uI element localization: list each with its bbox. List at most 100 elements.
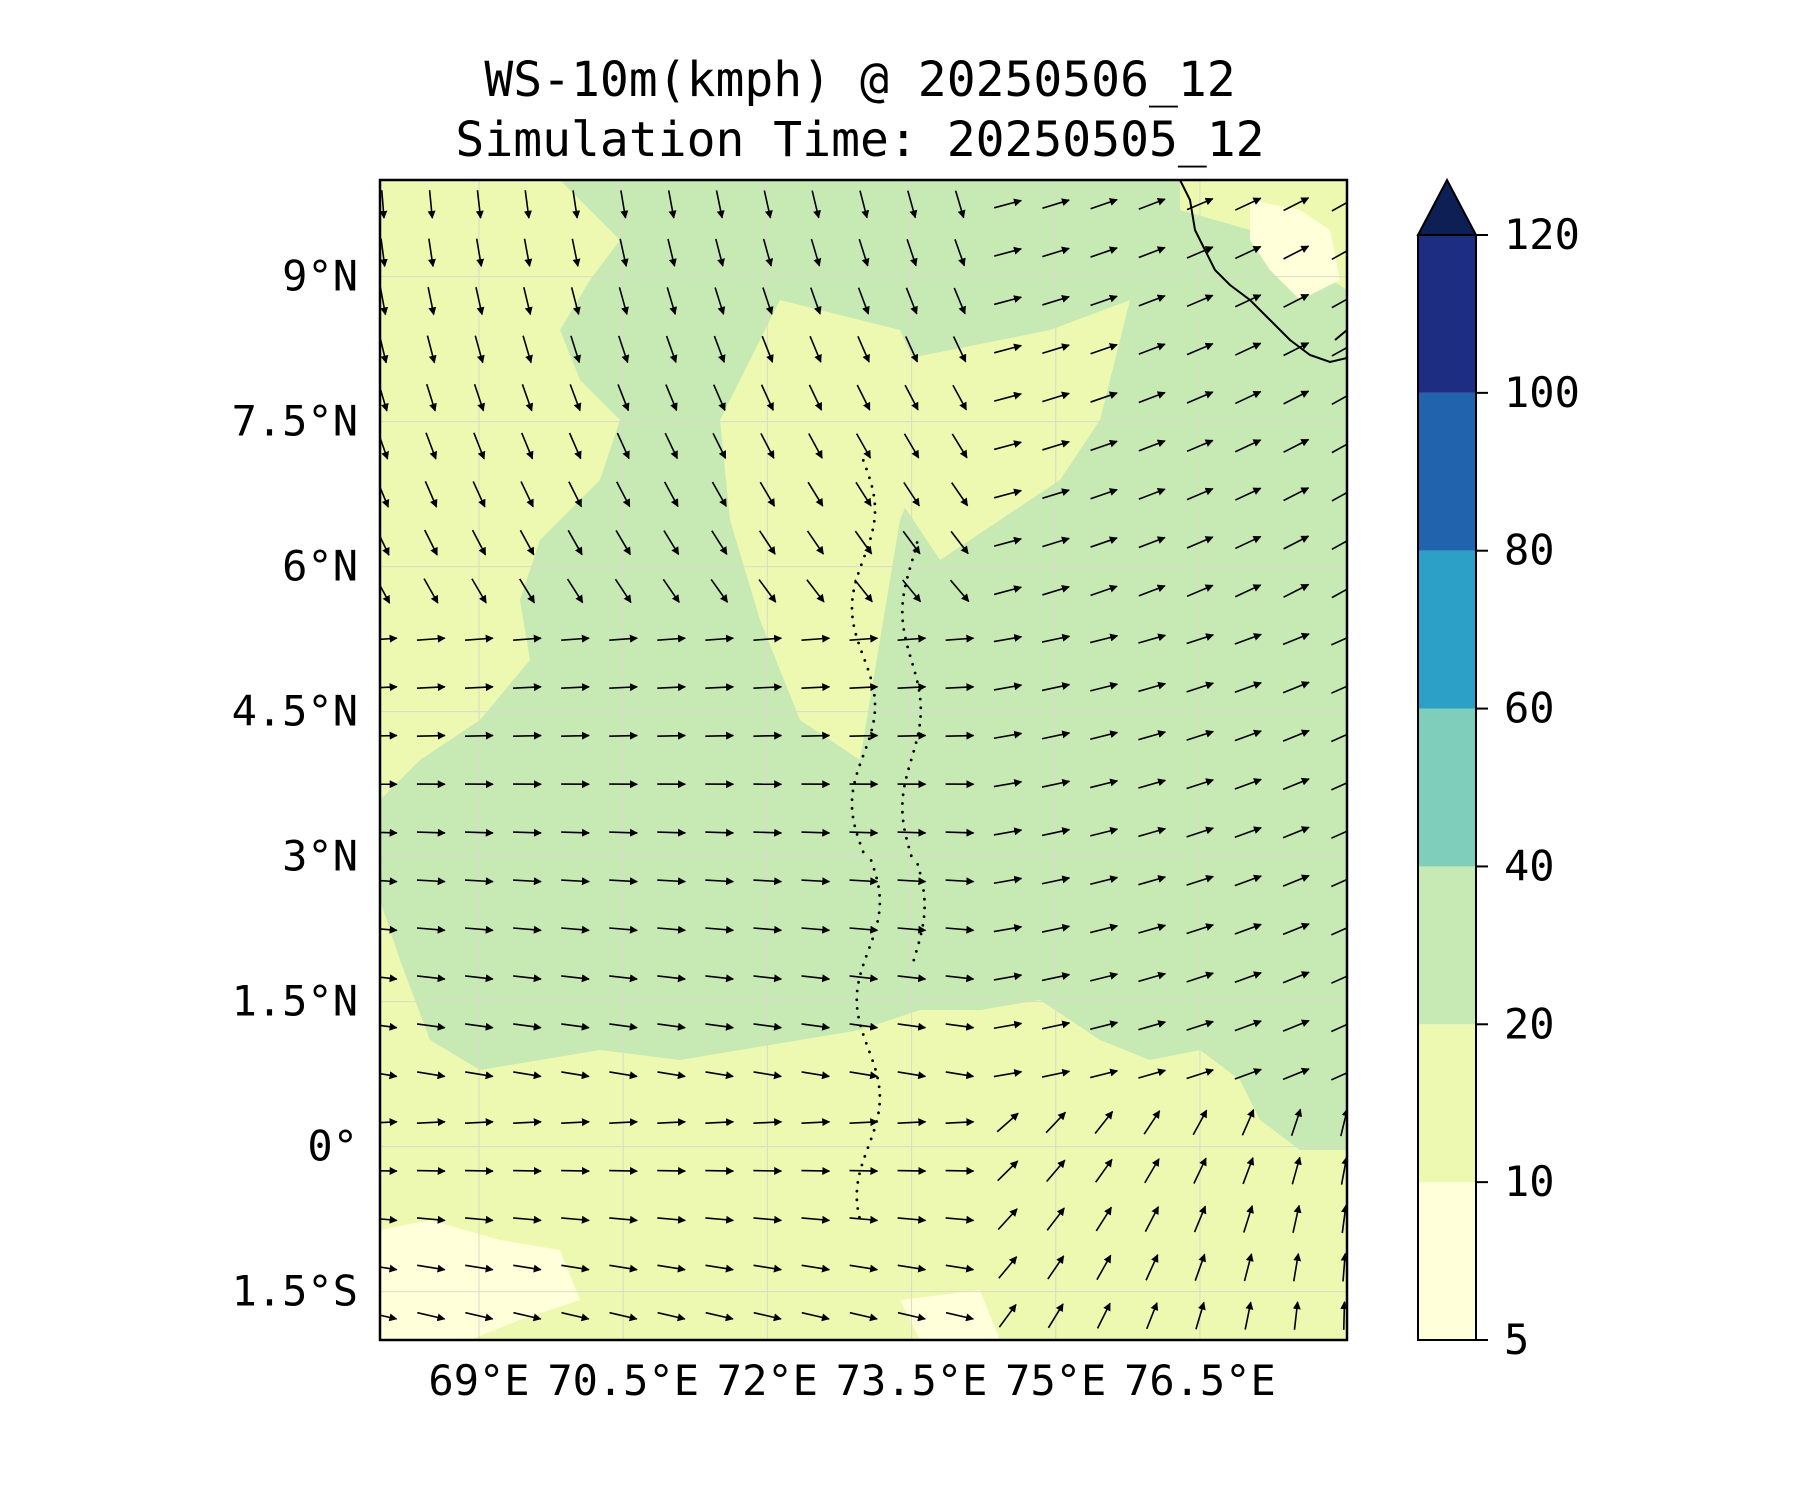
island-dot — [858, 763, 862, 767]
wind-arrow — [760, 384, 774, 411]
wind-arrow — [753, 1264, 782, 1273]
wind-arrow — [1041, 730, 1071, 740]
wind-arrow — [1090, 488, 1118, 500]
wind-arrow — [380, 1313, 398, 1322]
wind-arrow — [897, 974, 927, 983]
wind-arrow — [1331, 491, 1347, 502]
wind-arrow — [1331, 443, 1347, 454]
wind-arrow — [801, 877, 831, 886]
island-dot — [854, 632, 858, 636]
lon-tick-label: 76.5°E — [1124, 1356, 1276, 1405]
wind-arrow — [993, 343, 1022, 354]
wind-arrow — [380, 1071, 398, 1080]
wind-arrow — [801, 683, 831, 692]
wind-arrow — [712, 432, 727, 460]
wind-arrow — [609, 1118, 638, 1127]
wind-arrow — [810, 238, 822, 267]
wind-arrow — [760, 433, 775, 459]
wind-arrow — [993, 440, 1022, 451]
island-dot — [901, 810, 904, 814]
wind-arrow — [464, 731, 494, 740]
wind-arrow — [663, 481, 679, 508]
island-dot — [878, 902, 882, 906]
island-dot — [866, 1146, 870, 1150]
maldives-islands — [850, 458, 927, 1219]
colorbar-tick-label: 40 — [1504, 841, 1555, 890]
island-dot — [914, 950, 918, 953]
wind-arrow — [1331, 878, 1347, 888]
island-dot — [858, 1172, 861, 1176]
wind-arrow — [1041, 923, 1071, 933]
wind-arrow — [657, 974, 686, 983]
island-dot — [855, 1198, 859, 1202]
wind-arrow — [513, 683, 542, 692]
wind-arrow — [1282, 777, 1310, 791]
wind-arrow — [705, 974, 735, 983]
wind-arrow — [759, 481, 776, 507]
island-dot — [921, 923, 925, 927]
wind-arrow — [572, 190, 581, 219]
wind-arrow — [897, 731, 927, 740]
colorbar-frame — [1417, 234, 1477, 1341]
wind-arrow — [380, 634, 398, 643]
wind-arrow — [705, 683, 735, 692]
island-dot — [861, 754, 865, 758]
wind-arrow — [945, 1215, 975, 1224]
island-dot — [877, 885, 880, 889]
island-dot — [907, 767, 911, 771]
wind-arrow — [705, 877, 735, 886]
island-dot — [857, 980, 860, 984]
wind-arrow — [854, 579, 873, 603]
island-dot — [870, 728, 874, 732]
wind-arrow — [801, 974, 831, 983]
wind-arrow — [1138, 633, 1167, 644]
wind-arrow — [705, 1071, 734, 1080]
wind-arrow — [705, 1022, 734, 1031]
wind-arrow — [568, 432, 582, 460]
wind-arrow — [1186, 633, 1215, 645]
wind-arrow — [1138, 246, 1166, 259]
wind-arrow — [945, 1022, 975, 1031]
wind-arrow — [1234, 874, 1262, 887]
island-dot — [868, 946, 871, 949]
wind-arrow — [380, 435, 389, 460]
island-dot — [908, 567, 912, 570]
island-dot — [872, 1128, 876, 1132]
wind-arrow — [1283, 342, 1310, 357]
wind-arrow — [762, 238, 774, 267]
lon-tick-label: 75°E — [1005, 1356, 1106, 1405]
wind-arrow — [1331, 1023, 1347, 1033]
island-dot — [861, 458, 865, 462]
wind-arrow — [1090, 294, 1118, 307]
wind-arrow — [513, 731, 542, 740]
island-dot — [909, 854, 913, 858]
island-dot — [877, 1111, 880, 1115]
wind-arrow — [849, 731, 879, 740]
wind-arrow — [1041, 633, 1071, 643]
island-dot — [872, 693, 876, 697]
wind-arrow — [570, 287, 581, 316]
island-dot — [878, 1102, 881, 1106]
wind-arrow — [1283, 583, 1310, 598]
island-dot — [901, 602, 905, 605]
wind-arrow — [1090, 536, 1118, 548]
island-dot — [855, 1007, 859, 1010]
wind-arrow — [945, 731, 975, 740]
wind-arrow — [849, 683, 879, 692]
wind-arrow — [1283, 438, 1310, 453]
island-dot — [918, 723, 922, 727]
wind-arrow — [609, 634, 638, 643]
lat-tick-label: 0° — [307, 1122, 358, 1171]
island-dot — [872, 719, 876, 723]
wind-arrow — [945, 1118, 975, 1127]
island-dot — [857, 641, 860, 645]
wind-arrow — [1094, 1110, 1114, 1134]
wind-arrow — [465, 974, 494, 983]
wind-arrow — [1234, 342, 1262, 356]
wind-arrow — [614, 578, 632, 604]
wind-arrow — [705, 1118, 735, 1127]
wind-arrow — [519, 529, 535, 556]
wind-arrow — [1090, 923, 1119, 934]
wind-arrow — [849, 1118, 879, 1127]
wind-arrow — [710, 578, 729, 603]
